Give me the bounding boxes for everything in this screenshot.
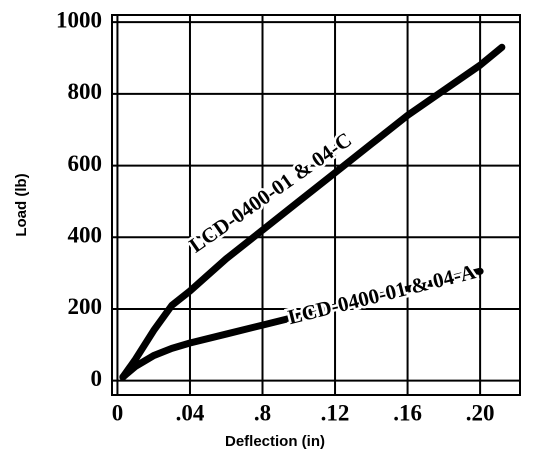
x-tick-label: .16 bbox=[393, 400, 422, 425]
y-tick-label: 200 bbox=[68, 294, 103, 319]
series-label: LCD-0400-01 & 04-A bbox=[285, 259, 478, 329]
x-tick-label: .12 bbox=[321, 400, 350, 425]
y-tick-label: 400 bbox=[68, 223, 103, 248]
x-tick-label: .20 bbox=[466, 400, 495, 425]
y-tick-label: 800 bbox=[68, 79, 103, 104]
y-tick-label: 1000 bbox=[56, 7, 102, 32]
data-line bbox=[119, 43, 506, 381]
x-tick-label: .8 bbox=[254, 400, 271, 425]
x-axis-label: Deflection (in) bbox=[225, 433, 325, 450]
data-line bbox=[119, 267, 484, 381]
plot-frame bbox=[111, 14, 521, 396]
y-axis-label: Load (lb) bbox=[13, 173, 30, 236]
y-tick-label: 0 bbox=[91, 366, 103, 391]
x-tick-label: .04 bbox=[176, 400, 205, 425]
y-tick-label: 600 bbox=[68, 151, 103, 176]
x-tick-label: 0 bbox=[112, 400, 124, 425]
